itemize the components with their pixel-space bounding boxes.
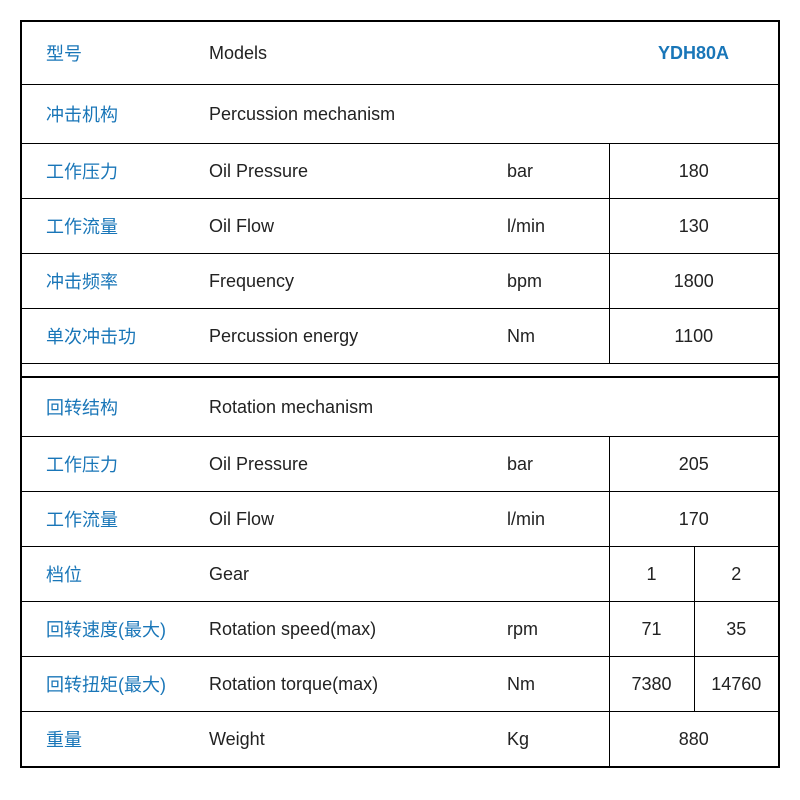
row-en: Rotation speed(max) [201,602,499,657]
row-en: Frequency [201,254,499,309]
gap-cell [21,364,779,378]
gear-row: 档位 Gear 1 2 [21,547,779,602]
row-cn: 单次冲击功 [21,309,201,364]
row-en: Oil Flow [201,492,499,547]
row-value: 130 [609,199,779,254]
header-en: Models [201,21,609,85]
row-en: Rotation torque(max) [201,657,499,712]
row-unit: rpm [499,602,609,657]
row-en: Oil Pressure [201,144,499,199]
row-en: Oil Pressure [201,437,499,492]
row-unit: bar [499,437,609,492]
section2-cn: 回转结构 [21,377,201,437]
row-value: 1100 [609,309,779,364]
spec-table: 型号 Models YDH80A 冲击机构 Percussion mechani… [20,20,780,768]
row-cn: 冲击频率 [21,254,201,309]
table-row: 工作压力 Oil Pressure bar 180 [21,144,779,199]
section-rotation: 回转结构 Rotation mechanism [21,377,779,437]
row-value: 205 [609,437,779,492]
row-v2: 14760 [694,657,779,712]
row-cn: 回转速度(最大) [21,602,201,657]
gap-row [21,364,779,378]
header-value: YDH80A [609,21,779,85]
row-unit: Nm [499,657,609,712]
row-cn: 工作压力 [21,144,201,199]
section1-cn: 冲击机构 [21,85,201,144]
table-row: 回转速度(最大) Rotation speed(max) rpm 71 35 [21,602,779,657]
row-cn: 工作流量 [21,492,201,547]
header-row: 型号 Models YDH80A [21,21,779,85]
table-row: 工作压力 Oil Pressure bar 205 [21,437,779,492]
row-unit: bar [499,144,609,199]
weight-value: 880 [609,712,779,768]
table-row: 单次冲击功 Percussion energy Nm 1100 [21,309,779,364]
row-value: 1800 [609,254,779,309]
gear-en: Gear [201,547,499,602]
row-unit: Nm [499,309,609,364]
table-row: 冲击频率 Frequency bpm 1800 [21,254,779,309]
row-cn: 工作流量 [21,199,201,254]
weight-en: Weight [201,712,499,768]
table-row: 回转扭矩(最大) Rotation torque(max) Nm 7380 14… [21,657,779,712]
row-v1: 71 [609,602,694,657]
section1-en: Percussion mechanism [201,85,779,144]
gear-v2: 2 [694,547,779,602]
row-cn: 工作压力 [21,437,201,492]
row-value: 180 [609,144,779,199]
weight-unit: Kg [499,712,609,768]
table-row: 工作流量 Oil Flow l/min 170 [21,492,779,547]
header-cn: 型号 [21,21,201,85]
gear-unit-empty [499,547,609,602]
weight-row: 重量 Weight Kg 880 [21,712,779,768]
row-value: 170 [609,492,779,547]
weight-cn: 重量 [21,712,201,768]
section-percussion: 冲击机构 Percussion mechanism [21,85,779,144]
row-v2: 35 [694,602,779,657]
gear-cn: 档位 [21,547,201,602]
section2-en: Rotation mechanism [201,377,779,437]
row-en: Oil Flow [201,199,499,254]
row-cn: 回转扭矩(最大) [21,657,201,712]
row-unit: l/min [499,199,609,254]
row-en: Percussion energy [201,309,499,364]
gear-v1: 1 [609,547,694,602]
row-unit: l/min [499,492,609,547]
row-unit: bpm [499,254,609,309]
row-v1: 7380 [609,657,694,712]
table-row: 工作流量 Oil Flow l/min 130 [21,199,779,254]
